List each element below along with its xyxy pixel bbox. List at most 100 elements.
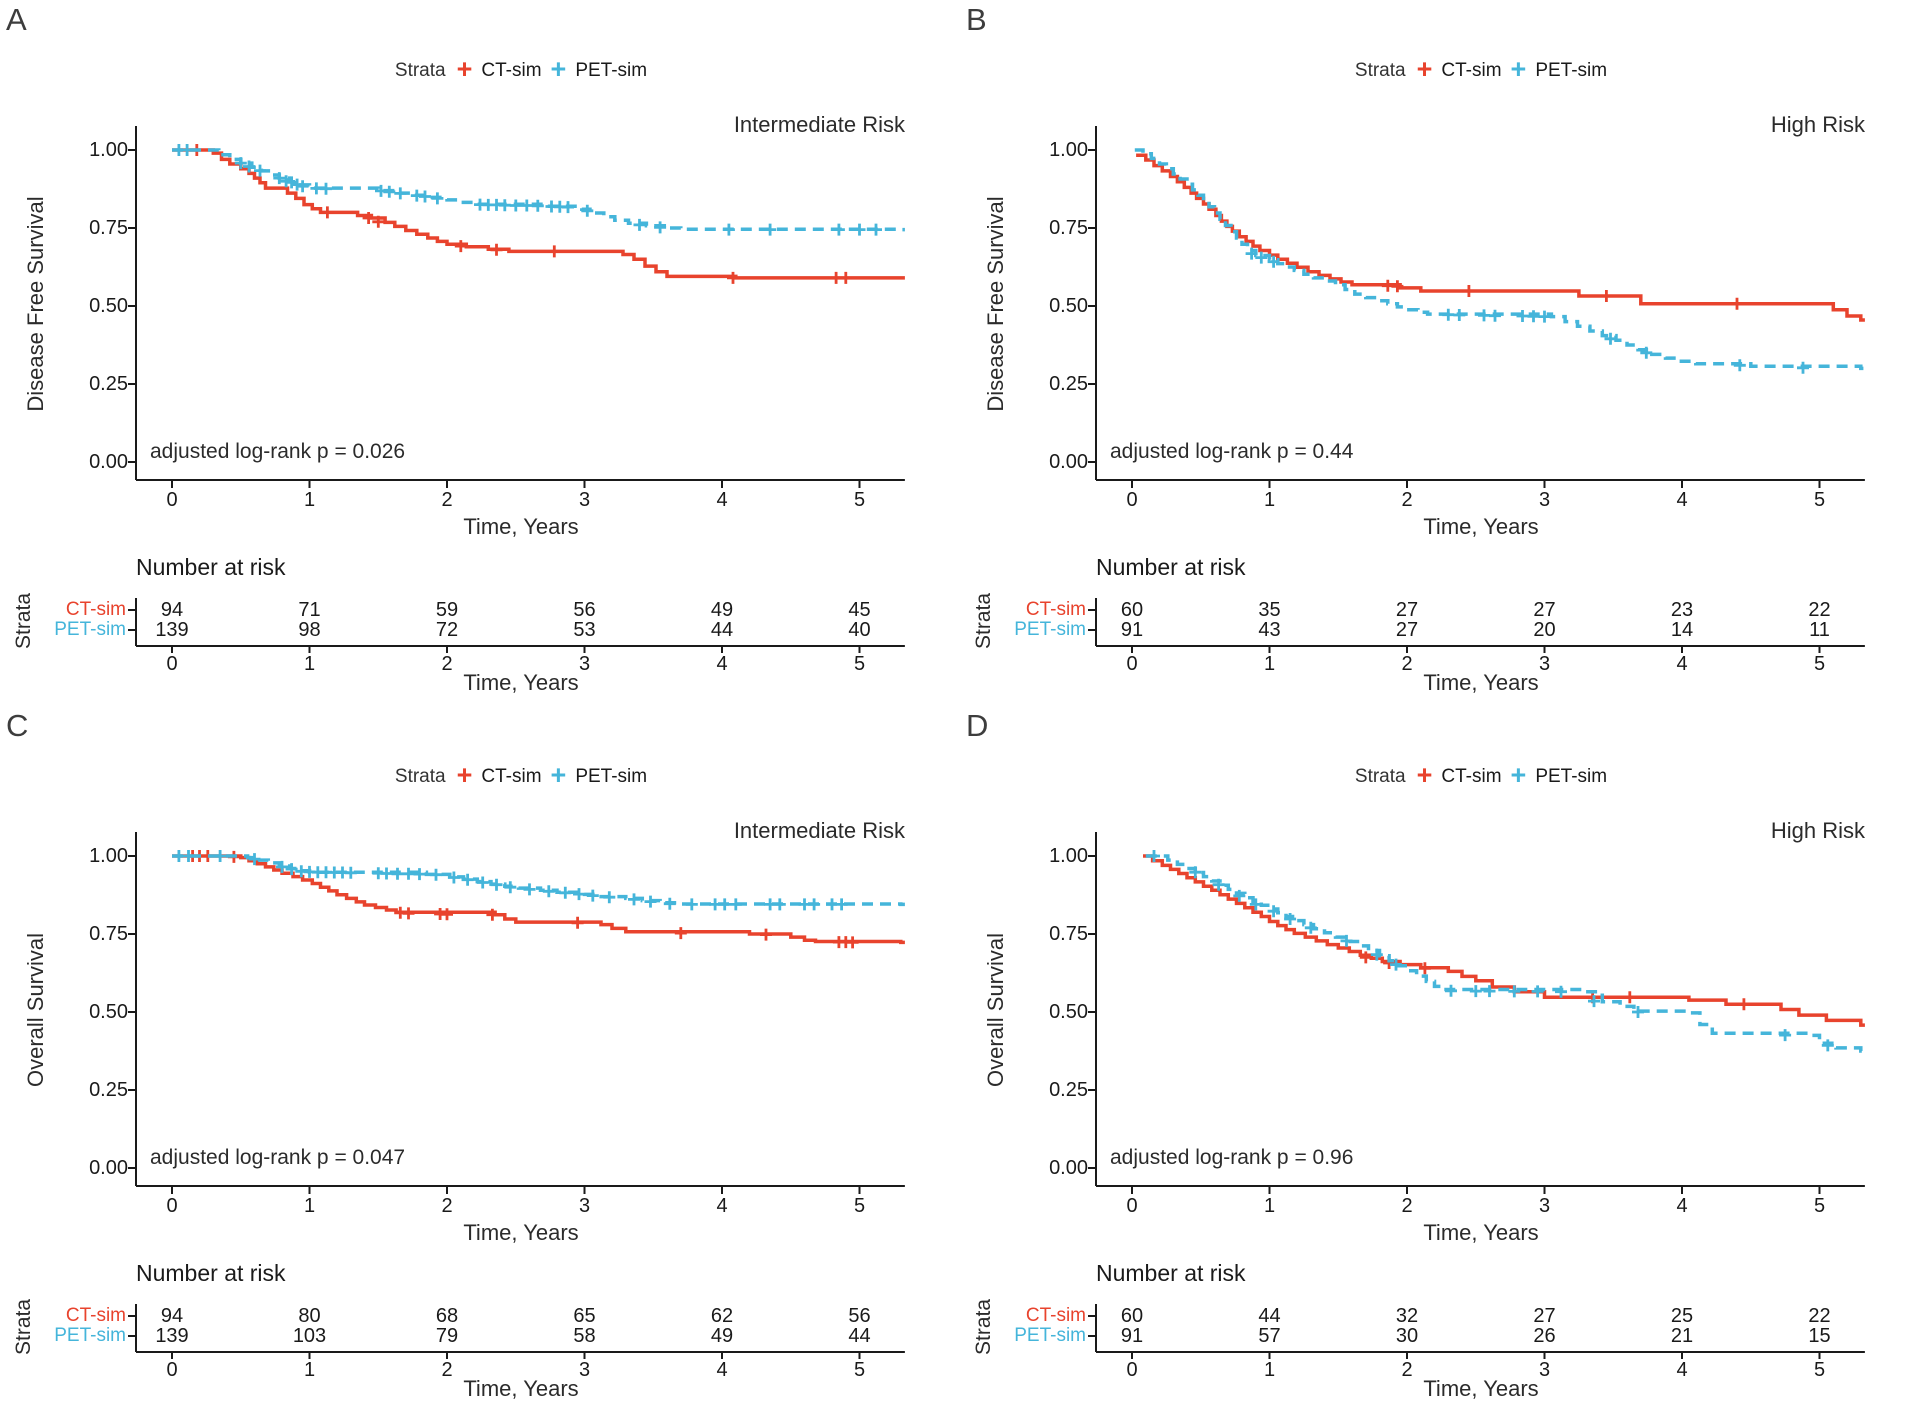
y-tick-label: 1.00: [1049, 139, 1088, 161]
risk-count: 139: [155, 1325, 189, 1347]
risk-count: 30: [1395, 1325, 1419, 1347]
risk-x-tick-label: 3: [1538, 1359, 1551, 1381]
risk-x-tick-label: 0: [1126, 1359, 1138, 1381]
risk-x-tick-label: 4: [716, 653, 728, 675]
panel-d: D Strata + CT-sim + PET-sim High Risk Ov…: [960, 706, 1920, 1412]
x-tick-label: 2: [441, 1195, 453, 1217]
risk-count: 72: [435, 619, 459, 641]
risk-x-tick-label: 5: [853, 1359, 866, 1381]
y-tick-label: 0.50: [1049, 1001, 1088, 1023]
pvalue-annotation: adjusted log-rank p = 0.96: [1110, 1146, 1354, 1169]
risk-x-tick-label: 4: [716, 1359, 728, 1381]
risk-count: 59: [435, 599, 459, 621]
risk-count: 15: [1808, 1325, 1831, 1347]
x-tick-label: 5: [1813, 1195, 1826, 1217]
y-tick-label: 0.25: [1049, 1079, 1088, 1101]
risk-x-tick-label: 4: [1676, 653, 1688, 675]
y-tick-label: 1.00: [89, 845, 128, 867]
y-tick-label: 0.00: [89, 1157, 128, 1179]
pet-sim-censor-marks: [1245, 247, 1809, 374]
x-tick-label: 4: [1676, 1195, 1688, 1217]
risk-group-title: High Risk: [1770, 112, 1865, 137]
pet-sim-curve: [1145, 850, 1865, 1053]
number-at-risk-title: Number at risk: [136, 554, 286, 580]
risk-count: 57: [1258, 1325, 1281, 1347]
risk-count: 94: [160, 599, 184, 621]
x-tick-label: 3: [1538, 1195, 1551, 1217]
y-tick-label: 0.50: [89, 295, 128, 317]
pet-sim-curve: [1134, 148, 1865, 374]
panel-letter: D: [966, 708, 989, 743]
risk-x-tick-label: 2: [1401, 1359, 1413, 1381]
panel-c: C Strata + CT-sim + PET-sim Intermediate…: [0, 706, 960, 1412]
x-axis-label: Time, Years: [463, 1220, 579, 1245]
x-tick-label: 1: [1263, 1195, 1276, 1217]
risk-count: 68: [435, 1305, 459, 1327]
risk-x-tick-label: 1: [1263, 1359, 1276, 1381]
risk-count: 80: [298, 1305, 321, 1327]
legend-item-ct-sim: CT-sim: [1441, 766, 1502, 787]
legend-item-pet-sim: PET-sim: [1535, 766, 1608, 787]
x-tick-label: 3: [1538, 489, 1551, 511]
y-tick-label: 0.25: [89, 373, 128, 395]
panel-b: B Strata + CT-sim + PET-sim High Risk Di…: [960, 0, 1920, 706]
km-plot-canvas: [128, 126, 905, 653]
risk-x-tick-label: 0: [1126, 653, 1138, 675]
pet-sim-plus-icon: +: [1510, 760, 1527, 790]
risk-count: 11: [1809, 619, 1830, 641]
axes: [128, 126, 905, 653]
pet-sim-plus-icon: +: [550, 54, 567, 84]
x-tick-label: 4: [1676, 489, 1688, 511]
legend-title: Strata: [394, 766, 446, 787]
x-tick-label: 1: [303, 1195, 316, 1217]
risk-count: 53: [573, 619, 596, 641]
risk-count: 20: [1533, 619, 1556, 641]
y-tick-label: 1.00: [1049, 845, 1088, 867]
pet-sim-plus-icon: +: [1510, 54, 1527, 84]
risk-count: 56: [848, 1305, 871, 1327]
risk-x-tick-label: 2: [1401, 653, 1413, 675]
number-at-risk-title: Number at risk: [136, 1260, 286, 1286]
risk-x-tick-label: 1: [1263, 653, 1276, 675]
x-tick-label: 2: [1401, 1195, 1413, 1217]
pet-sim-censor-marks: [1148, 850, 1834, 1052]
x-tick-label: 2: [1401, 489, 1413, 511]
risk-count: 25: [1670, 1305, 1694, 1327]
risk-x-tick-label: 5: [853, 653, 866, 675]
legend: Strata + CT-sim + PET-sim: [1096, 760, 1866, 790]
risk-x-tick-label: 3: [578, 1359, 591, 1381]
risk-count: 27: [1395, 619, 1419, 641]
x-tick-label: 2: [441, 489, 453, 511]
km-plot-canvas: [128, 832, 905, 1359]
y-tick-label: 0.75: [89, 923, 128, 945]
risk-count: 71: [298, 599, 321, 621]
panel-a: A Strata + CT-sim + PET-sim Intermediate…: [0, 0, 960, 706]
risk-count: 58: [573, 1325, 596, 1347]
km-plot-canvas: [1088, 126, 1865, 653]
panel-letter: A: [6, 2, 27, 37]
risk-count: 103: [292, 1325, 327, 1347]
y-tick-label: 0.50: [1049, 295, 1088, 317]
risk-x-axis-label: Time, Years: [463, 670, 579, 695]
ct-sim-plus-icon: +: [456, 54, 473, 84]
x-tick-label: 3: [578, 489, 591, 511]
legend-title: Strata: [1354, 60, 1406, 81]
legend-item-ct-sim: CT-sim: [481, 60, 542, 81]
axes: [128, 832, 905, 1359]
y-tick-label: 0.75: [1049, 217, 1088, 239]
risk-x-tick-label: 0: [166, 1359, 178, 1381]
pet-sim-censor-marks: [172, 850, 848, 911]
y-tick-label: 0.00: [89, 451, 128, 473]
y-tick-label: 0.25: [89, 1079, 128, 1101]
axes: [1088, 832, 1865, 1359]
risk-row-label-pet-sim: PET-sim: [54, 619, 126, 640]
legend-item-pet-sim: PET-sim: [575, 766, 648, 787]
risk-x-axis-label: Time, Years: [463, 1376, 579, 1401]
risk-count: 49: [710, 1325, 734, 1347]
risk-count: 139: [155, 619, 189, 641]
risk-x-tick-label: 3: [1538, 653, 1551, 675]
panel-letter: B: [966, 2, 987, 37]
risk-count: 35: [1258, 599, 1281, 621]
x-tick-label: 3: [578, 1195, 591, 1217]
km-plot-canvas: [1088, 832, 1865, 1359]
